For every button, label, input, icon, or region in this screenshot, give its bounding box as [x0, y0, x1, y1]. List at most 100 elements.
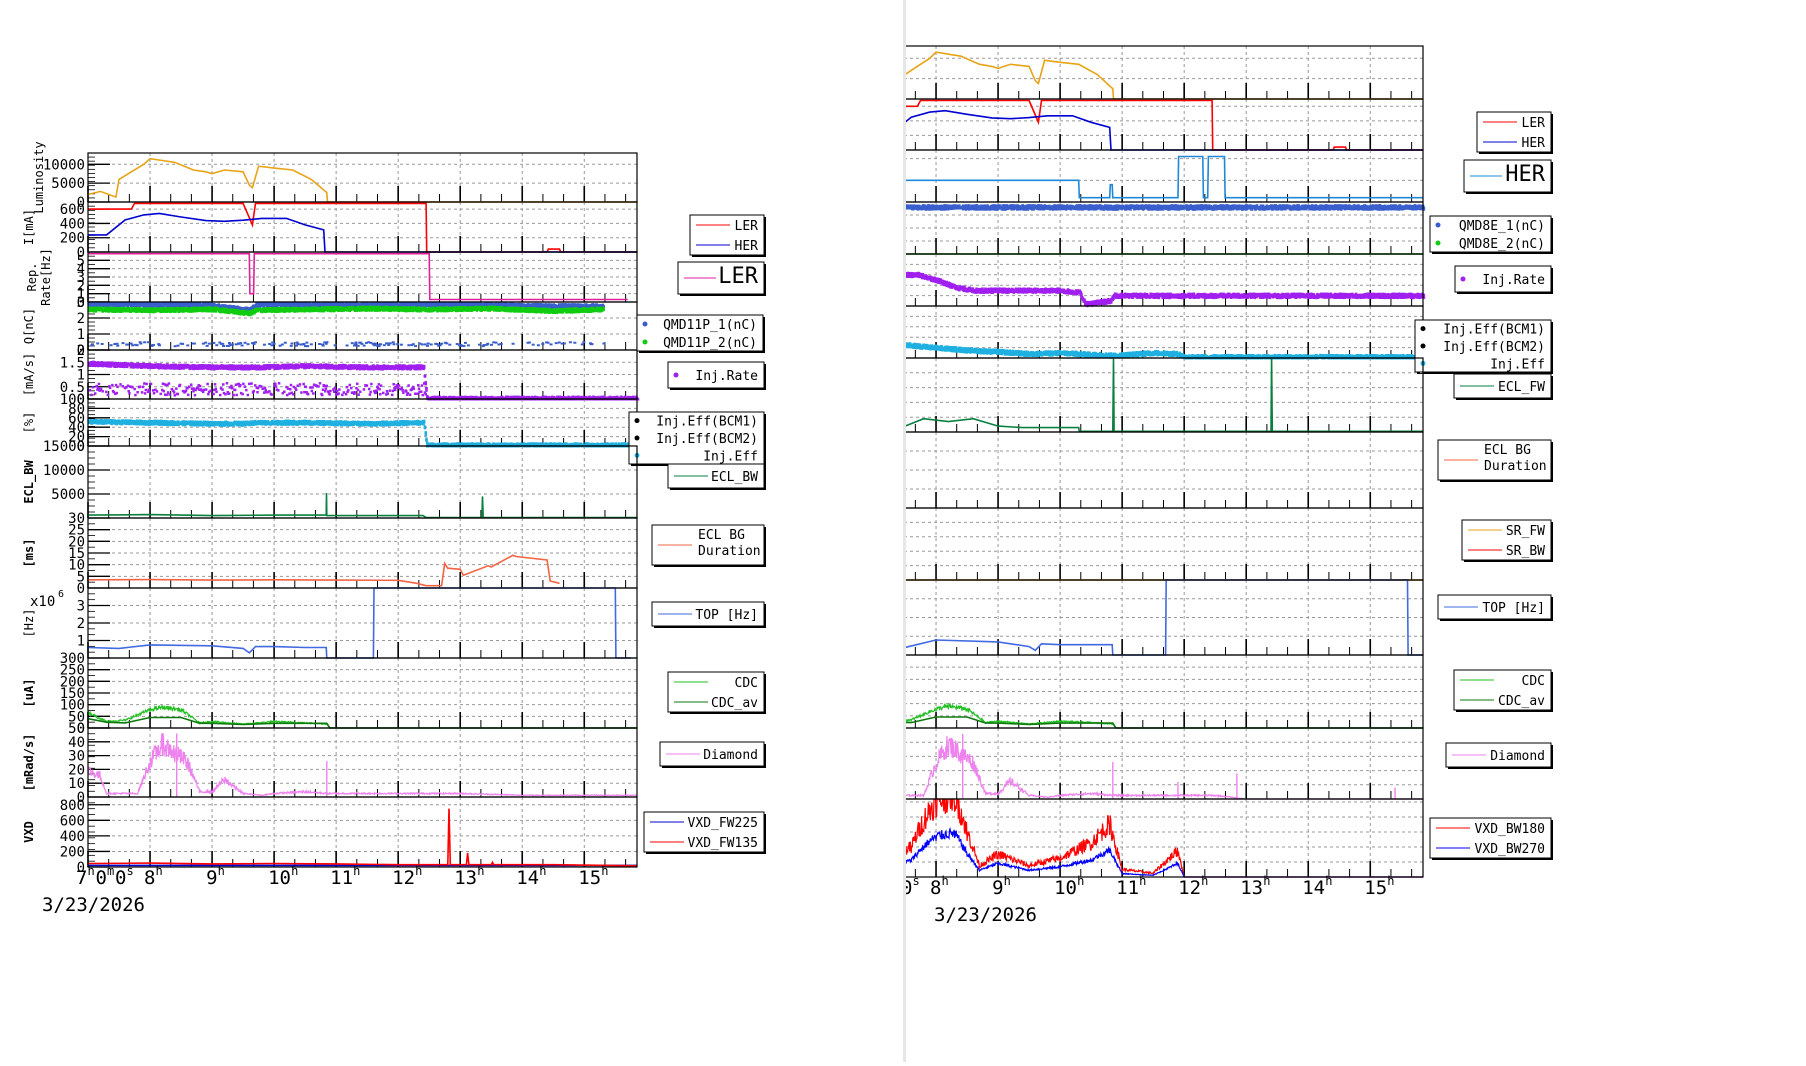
- data-point: [396, 343, 399, 345]
- data-point: [139, 386, 142, 389]
- data-point: [110, 344, 113, 346]
- data-point: [414, 345, 417, 347]
- data-point: [494, 342, 497, 344]
- data-point: [360, 343, 363, 345]
- data-point: [445, 342, 448, 344]
- y-tick-label: 600: [60, 202, 85, 218]
- data-point: [263, 344, 266, 346]
- legend-label: HER: [735, 239, 759, 254]
- data-point: [186, 344, 189, 346]
- y-axis-label: I[mA]: [22, 209, 36, 245]
- data-point: [145, 383, 148, 386]
- data-point: [448, 344, 451, 346]
- data-point: [436, 343, 439, 345]
- data-point: [541, 343, 544, 345]
- data-point: [310, 343, 313, 345]
- data-point: [421, 343, 424, 345]
- data-point: [181, 343, 184, 345]
- data-point: [134, 394, 137, 397]
- data-point: [486, 343, 489, 345]
- legend-rep-rate: LER: [678, 262, 766, 296]
- series-inj-rate: [88, 361, 639, 401]
- legend-marker: [643, 340, 648, 345]
- data-point: [98, 383, 101, 386]
- data-point: [354, 342, 357, 344]
- data-point: [537, 344, 540, 346]
- data-point: [141, 391, 144, 394]
- data-point: [239, 342, 242, 344]
- data-point: [426, 345, 429, 347]
- data-point: [221, 343, 224, 345]
- data-point: [153, 392, 156, 395]
- data-point: [228, 342, 231, 344]
- data-point: [547, 342, 550, 344]
- data-point: [92, 386, 95, 389]
- data-point: [204, 342, 207, 344]
- y-axis-label: Luminosity: [32, 141, 46, 213]
- data-point: [581, 343, 584, 345]
- data-point: [281, 344, 284, 346]
- data-point: [378, 345, 381, 347]
- data-point: [126, 344, 129, 346]
- data-point: [351, 342, 354, 344]
- data-point: [392, 341, 395, 343]
- data-point: [467, 344, 470, 346]
- data-point: [156, 390, 159, 393]
- data-point: [284, 342, 287, 344]
- data-point: [136, 344, 139, 346]
- data-point: [290, 345, 293, 347]
- data-point: [127, 390, 129, 393]
- data-point: [96, 342, 99, 344]
- data-point: [490, 344, 493, 346]
- data-point: [253, 343, 256, 345]
- data-point: [383, 344, 386, 346]
- data-point: [105, 391, 108, 394]
- data-point: [91, 343, 94, 345]
- y-tick-label: 10000: [43, 157, 85, 173]
- data-point: [215, 344, 218, 346]
- y-axis-label: Rate[Hz]: [39, 248, 53, 306]
- data-point: [346, 344, 349, 346]
- data-point: [145, 389, 148, 392]
- data-point: [136, 391, 139, 394]
- data-point: [152, 344, 155, 346]
- panel-injection-rate: 00.511.52[mA/s]: [22, 343, 639, 408]
- y-tick-label: 2: [77, 343, 85, 359]
- data-point: [400, 344, 403, 346]
- data-point: [150, 383, 153, 386]
- data-point: [247, 343, 250, 345]
- legend-bunch-charge: QMD11P_1(nC)QMD11P_2(nC): [637, 315, 765, 353]
- data-point: [602, 307, 605, 310]
- data-point: [555, 342, 558, 344]
- data-point: [427, 343, 430, 345]
- data-point: [107, 394, 110, 397]
- data-point: [139, 343, 142, 345]
- data-point: [354, 343, 357, 345]
- data-point: [116, 392, 119, 395]
- data-point: [500, 343, 503, 345]
- data-point: [90, 394, 93, 397]
- data-point: [440, 343, 443, 345]
- data-point: [244, 342, 247, 344]
- data-point: [325, 341, 328, 343]
- data-point: [602, 343, 605, 345]
- data-point: [478, 344, 481, 346]
- data-point: [101, 390, 104, 393]
- y-axis-label: Q[nC]: [22, 308, 36, 344]
- data-point: [528, 342, 531, 344]
- data-point: [430, 343, 433, 345]
- data-point: [231, 343, 234, 345]
- data-point: [590, 343, 593, 345]
- data-point: [158, 344, 161, 346]
- data-point: [111, 384, 114, 387]
- data-point: [334, 344, 337, 346]
- y-axis-label: Rep.: [25, 263, 39, 292]
- data-point: [147, 341, 150, 343]
- data-point: [133, 388, 136, 391]
- y-tick-label: 1: [77, 327, 85, 343]
- data-point: [152, 389, 155, 392]
- data-point: [512, 343, 515, 345]
